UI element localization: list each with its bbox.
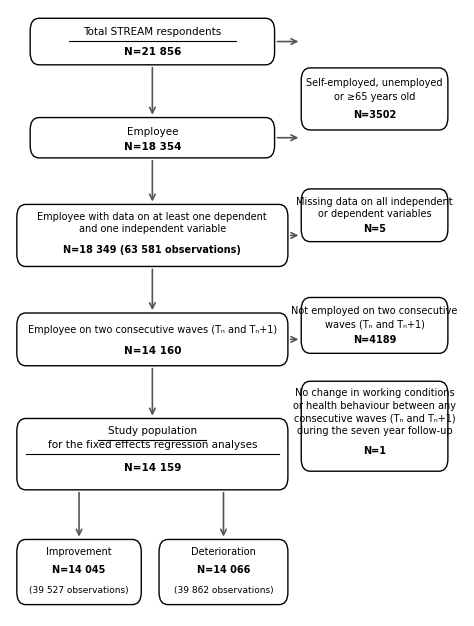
- FancyBboxPatch shape: [301, 381, 448, 471]
- Text: Study population: Study population: [108, 426, 197, 436]
- FancyBboxPatch shape: [301, 297, 448, 353]
- Text: N=3502: N=3502: [353, 110, 396, 120]
- FancyBboxPatch shape: [301, 68, 448, 130]
- FancyBboxPatch shape: [30, 118, 274, 158]
- FancyBboxPatch shape: [30, 18, 274, 65]
- FancyBboxPatch shape: [17, 418, 288, 490]
- Text: No change in working conditions: No change in working conditions: [295, 388, 455, 398]
- FancyBboxPatch shape: [17, 205, 288, 267]
- FancyBboxPatch shape: [17, 313, 288, 366]
- Text: Deterioration: Deterioration: [191, 548, 256, 558]
- Text: Missing data on all independent: Missing data on all independent: [296, 197, 453, 207]
- Text: during the seven year follow-up: during the seven year follow-up: [297, 426, 452, 436]
- Text: Self-employed, unemployed: Self-employed, unemployed: [306, 78, 443, 88]
- Text: or health behaviour between any: or health behaviour between any: [293, 401, 456, 411]
- Text: N=4189: N=4189: [353, 335, 396, 345]
- Text: N=21 856: N=21 856: [124, 47, 181, 57]
- Text: N=14 045: N=14 045: [52, 565, 106, 575]
- Text: and one independent variable: and one independent variable: [79, 224, 226, 234]
- Text: for the fixed effects regression analyses: for the fixed effects regression analyse…: [47, 440, 257, 450]
- FancyBboxPatch shape: [17, 540, 141, 605]
- Text: N=5: N=5: [363, 224, 386, 234]
- Text: (39 862 observations): (39 862 observations): [173, 586, 273, 595]
- Text: Not employed on two consecutive: Not employed on two consecutive: [292, 306, 458, 316]
- Text: N=14 159: N=14 159: [124, 463, 181, 473]
- Text: N=1: N=1: [363, 446, 386, 456]
- Text: Employee: Employee: [127, 126, 178, 136]
- Text: Employee on two consecutive waves (Tₙ and Tₙ+1): Employee on two consecutive waves (Tₙ an…: [28, 326, 277, 336]
- FancyBboxPatch shape: [301, 189, 448, 242]
- Text: consecutive waves (Tₙ and Tₙ+1): consecutive waves (Tₙ and Tₙ+1): [294, 413, 456, 423]
- Text: N=14 066: N=14 066: [197, 565, 250, 575]
- Text: (39 527 observations): (39 527 observations): [29, 586, 129, 595]
- Text: or ≥65 years old: or ≥65 years old: [334, 92, 415, 102]
- Text: waves (Tₙ and Tₙ+1): waves (Tₙ and Tₙ+1): [325, 319, 425, 329]
- Text: N=14 160: N=14 160: [124, 347, 181, 356]
- FancyBboxPatch shape: [159, 540, 288, 605]
- Text: Improvement: Improvement: [46, 548, 112, 558]
- Text: N=18 354: N=18 354: [124, 141, 181, 151]
- Text: Employee with data on at least one dependent: Employee with data on at least one depen…: [37, 212, 267, 222]
- Text: Total STREAM respondents: Total STREAM respondents: [83, 28, 221, 38]
- Text: N=18 349 (63 581 observations): N=18 349 (63 581 observations): [64, 245, 241, 255]
- Text: or dependent variables: or dependent variables: [318, 209, 431, 219]
